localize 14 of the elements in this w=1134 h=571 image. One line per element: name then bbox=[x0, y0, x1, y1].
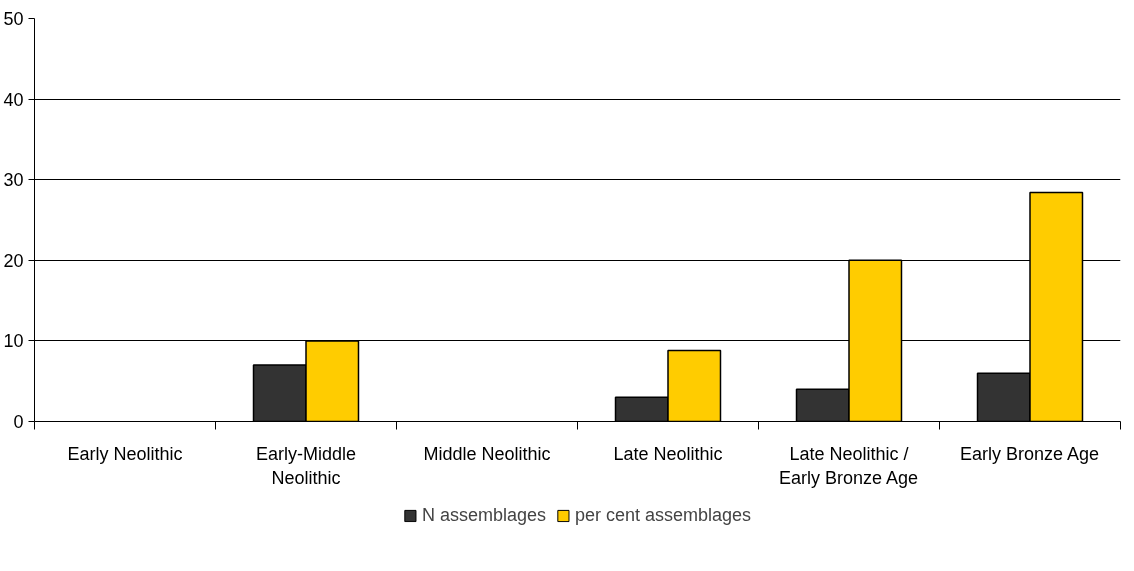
x-tick-label: Late Neolithic / Early Bronze Age bbox=[778, 443, 919, 488]
x-tick-label: Early-Middle Neolithic bbox=[255, 443, 357, 488]
x-tick-label: Early Neolithic bbox=[67, 443, 183, 464]
y-tick-label: 20 bbox=[3, 250, 24, 271]
y-tick-label: 50 bbox=[3, 9, 24, 29]
legend-label: per cent assemblages bbox=[574, 504, 752, 526]
y-tick-label: 40 bbox=[3, 89, 24, 110]
y-tick-label: 0 bbox=[13, 412, 24, 432]
x-tick-label: Early Bronze Age bbox=[959, 443, 1100, 464]
x-tick-label: Middle Neolithic bbox=[423, 443, 551, 464]
x-tick-label: Late Neolithic bbox=[613, 443, 723, 464]
legend-label: N assemblages bbox=[421, 504, 546, 526]
y-tick-label: 30 bbox=[3, 170, 24, 191]
y-tick-label: 10 bbox=[3, 331, 24, 352]
